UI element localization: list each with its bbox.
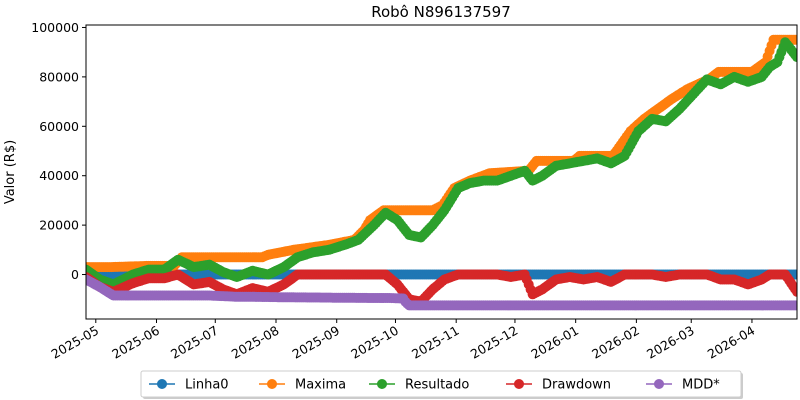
y-tick-label: 40000 [39, 168, 79, 183]
legend-label: Maxima [295, 378, 346, 393]
x-tick-label: 2026-03 [644, 323, 697, 362]
data-point [792, 52, 797, 63]
series-line [86, 39, 797, 268]
legend: Linha0 Maxima Resultado Drawdown MDD* [140, 370, 743, 399]
x-tick-label: 2026-02 [589, 323, 642, 362]
legend-item: Maxima [259, 378, 346, 393]
legend-marker [267, 379, 277, 389]
series-markers [86, 34, 797, 273]
series-resultado [86, 37, 797, 290]
y-axis: 0 20000 40000 60000 80000 100000 [31, 20, 86, 282]
y-tick-label: 0 [71, 267, 79, 282]
x-tick-label: 2025-12 [468, 323, 521, 362]
series-maxima [86, 34, 797, 273]
x-tick-label: 2025-11 [409, 323, 462, 362]
legend-marker [514, 379, 524, 389]
legend-marker [157, 379, 167, 389]
y-tick-label: 100000 [31, 20, 79, 35]
legend-label: Linha0 [185, 378, 229, 393]
y-tick-label: 20000 [39, 218, 79, 233]
x-tick-label: 2026-01 [528, 323, 581, 362]
series-mdd- [86, 274, 797, 311]
x-tick-label: 2025-07 [168, 323, 221, 362]
legend-marker [654, 379, 664, 389]
legend-label: Drawdown [542, 378, 611, 393]
x-tick-label: 2025-08 [229, 323, 282, 362]
data-point [792, 34, 797, 45]
x-axis: 2025-05 2025-06 2025-07 2025-08 2025-09 2025-… [49, 319, 758, 362]
x-tick-label: 2026-04 [705, 323, 758, 362]
y-tick-label: 60000 [39, 119, 79, 134]
data-point [792, 300, 797, 311]
legend-label: Resultado [405, 378, 469, 393]
legend-marker [377, 379, 387, 389]
y-tick-label: 80000 [39, 69, 79, 84]
axes-frame [85, 24, 798, 320]
x-tick-label: 2025-06 [109, 323, 162, 362]
x-tick-label: 2025-09 [289, 323, 342, 362]
series-markers [86, 37, 797, 290]
legend-item: Drawdown [506, 378, 611, 393]
series-drawdown [86, 269, 797, 307]
series-markers [86, 274, 797, 311]
data-point [792, 269, 797, 280]
data-point [792, 286, 797, 297]
series-line [86, 40, 797, 286]
y-axis-label: Valor (R$) [3, 140, 18, 204]
legend-item: Resultado [369, 378, 469, 393]
chart-title: Robô N896137597 [371, 3, 511, 21]
legend-box [140, 370, 742, 398]
series-markers [86, 269, 797, 307]
legend-item: MDD* [646, 378, 720, 393]
series-layer [86, 34, 797, 311]
legend-item: Linha0 [149, 378, 229, 393]
x-tick-label: 2025-05 [49, 323, 102, 362]
x-tick-label: 2025-10 [348, 323, 401, 362]
legend-label: MDD* [682, 378, 720, 393]
